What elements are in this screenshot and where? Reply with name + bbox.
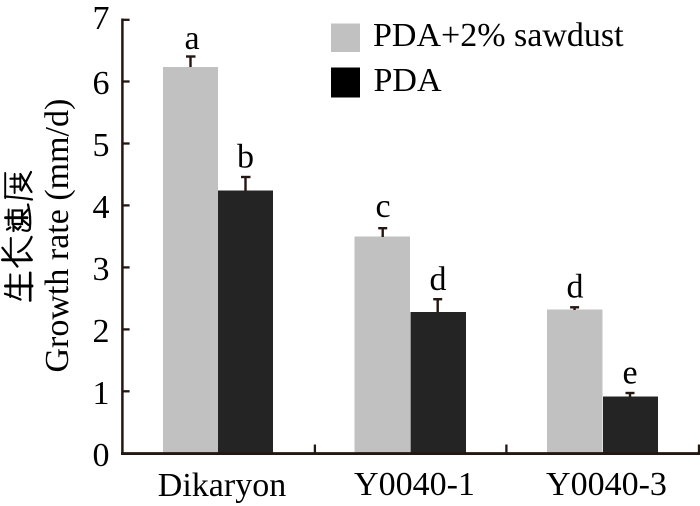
svg-text:PDA: PDA [374,62,442,99]
svg-text:c: c [375,188,390,225]
svg-text:d: d [567,269,584,306]
svg-text:7: 7 [93,0,110,37]
svg-text:Y0040-1: Y0040-1 [354,466,475,503]
svg-text:a: a [184,20,199,57]
svg-text:Growth rate (mm/d): Growth rate (mm/d) [39,99,76,373]
svg-text:e: e [622,355,637,392]
svg-text:4: 4 [93,189,110,226]
svg-text:5: 5 [93,127,110,164]
svg-text:0: 0 [93,437,110,474]
svg-text:b: b [237,139,254,176]
svg-text:d: d [430,261,447,298]
svg-text:PDA+2% sawdust: PDA+2% sawdust [373,17,624,54]
svg-text:1: 1 [93,375,110,412]
svg-text:3: 3 [93,251,110,288]
svg-text:Y0040-3: Y0040-3 [546,466,667,503]
svg-text:2: 2 [93,313,110,350]
svg-text:6: 6 [93,65,110,102]
svg-text:Dikaryon: Dikaryon [158,467,286,504]
